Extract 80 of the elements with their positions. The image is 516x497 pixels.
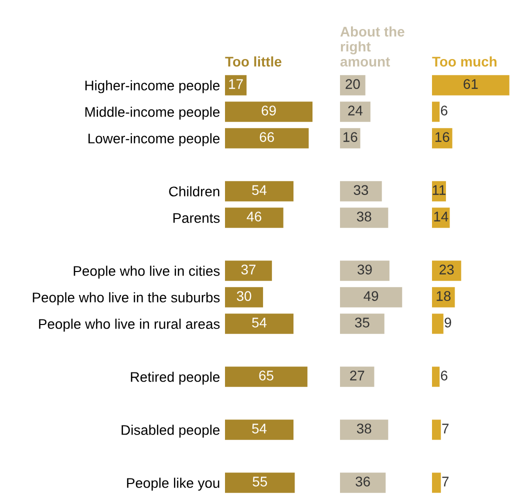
y-tick-label: Lower-income people xyxy=(88,133,220,146)
data-label: 14 xyxy=(434,212,448,222)
y-tick-label: People who live in rural areas xyxy=(39,318,220,332)
data-label: 7 xyxy=(442,424,449,434)
y-tick-label: Disabled people xyxy=(122,424,220,438)
bar xyxy=(340,287,402,308)
data-label: 6 xyxy=(440,106,448,116)
chart-title: Too little xyxy=(225,56,282,67)
bar xyxy=(340,102,370,122)
data-label: 24 xyxy=(348,106,363,116)
data-label: 6 xyxy=(440,370,448,380)
bar xyxy=(225,128,309,148)
bar xyxy=(432,420,441,440)
bar xyxy=(432,260,462,281)
data-label: 39 xyxy=(358,264,372,274)
y-tick-label: People who live in the suburbs xyxy=(32,292,220,306)
data-label: 37 xyxy=(241,264,256,274)
bar xyxy=(340,314,384,334)
data-label: 17 xyxy=(229,79,243,89)
bar xyxy=(432,314,444,334)
chart-title: About the right amount xyxy=(340,26,404,67)
data-label: 61 xyxy=(464,79,478,89)
data-label: 55 xyxy=(252,476,268,486)
y-tick-label: Retired people xyxy=(130,372,220,385)
data-label: 46 xyxy=(246,212,262,222)
bar xyxy=(340,75,366,96)
y-tick-label: Children xyxy=(169,186,220,196)
bar xyxy=(225,75,247,96)
bar xyxy=(432,128,452,148)
bar xyxy=(225,181,294,202)
bar xyxy=(340,420,388,440)
data-label: 54 xyxy=(252,318,267,328)
bar xyxy=(432,287,455,308)
bar xyxy=(340,181,382,202)
data-label: 54 xyxy=(252,424,267,434)
bar xyxy=(225,102,313,122)
data-label: 36 xyxy=(356,476,370,486)
data-label: 38 xyxy=(356,424,372,434)
data-label: 38 xyxy=(356,212,372,222)
data-label: 66 xyxy=(260,132,274,142)
bar xyxy=(432,366,440,387)
data-label: 16 xyxy=(343,132,358,142)
data-label: 20 xyxy=(346,79,360,89)
bar xyxy=(340,472,386,493)
bar xyxy=(225,208,284,228)
bar xyxy=(225,366,308,387)
data-label: 23 xyxy=(440,264,454,274)
bar xyxy=(432,102,440,122)
bar xyxy=(225,260,272,281)
bar xyxy=(225,314,294,334)
y-tick-label: People who live in cities xyxy=(74,266,220,279)
y-tick-label: Higher-income people xyxy=(85,80,220,94)
data-label: 18 xyxy=(436,291,451,301)
bar xyxy=(340,366,374,387)
data-label: 65 xyxy=(259,370,274,380)
bar xyxy=(225,472,295,493)
bar xyxy=(340,208,388,228)
data-label: 49 xyxy=(364,291,378,301)
data-label: 54 xyxy=(252,185,267,195)
bar xyxy=(432,472,441,493)
data-label: 7 xyxy=(442,476,449,486)
data-label: 30 xyxy=(236,291,252,301)
bar xyxy=(432,208,450,228)
bar xyxy=(225,287,264,308)
bar xyxy=(432,181,446,202)
data-label: 35 xyxy=(355,318,370,328)
y-tick-label: People like you xyxy=(127,478,220,491)
data-label: 9 xyxy=(444,318,452,328)
data-label: 16 xyxy=(435,132,450,142)
bar xyxy=(340,260,390,281)
chart-title: Too much xyxy=(432,56,496,67)
bar xyxy=(225,420,294,440)
bar xyxy=(340,128,360,148)
data-label: 69 xyxy=(262,106,276,116)
data-label: 11 xyxy=(432,185,446,195)
bar xyxy=(432,75,510,96)
data-label: 33 xyxy=(354,185,368,195)
y-tick-label: Middle-income people xyxy=(85,106,220,120)
y-tick-label: Parents xyxy=(173,213,220,223)
data-label: 27 xyxy=(350,370,364,380)
